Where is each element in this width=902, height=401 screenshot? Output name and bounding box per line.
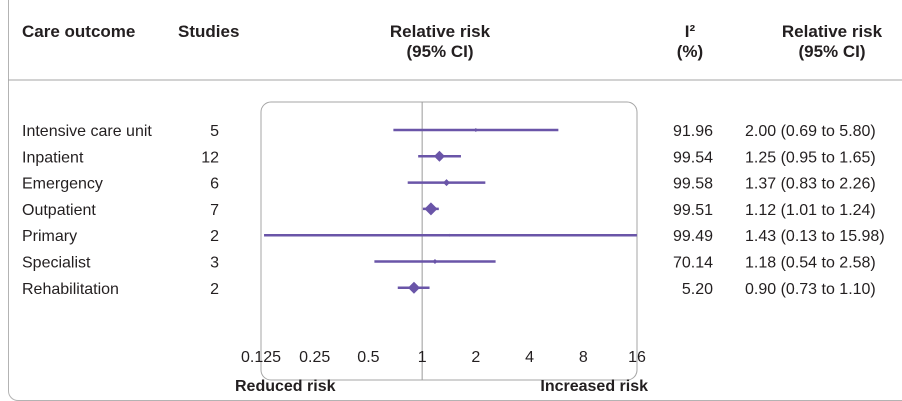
header-relative-risk-ci-column: Relative risk (95% CI)	[752, 22, 902, 62]
row-relative-risk-ci: 1.25 (0.95 to 1.65)	[745, 149, 876, 166]
point-estimate-diamond	[448, 233, 452, 237]
header-studies: Studies	[178, 22, 240, 41]
header-relative-risk-title: Relative risk	[389, 22, 491, 41]
x-axis-label-increased-risk: Increased risk	[540, 378, 648, 395]
point-estimate-diamond	[432, 259, 438, 264]
row-outcome-label: Intensive care unit	[22, 123, 152, 140]
row-i2-value: 5.20	[682, 281, 713, 298]
point-estimate-diamond	[433, 150, 445, 162]
row-outcome-label: Primary	[22, 228, 77, 245]
x-tick-label: 1	[418, 349, 427, 366]
row-i2-value: 99.58	[673, 176, 713, 193]
row-outcome-label: Outpatient	[22, 202, 96, 219]
point-estimate-diamond	[473, 128, 478, 132]
row-relative-risk-ci: 1.18 (0.54 to 2.58)	[745, 255, 876, 272]
point-estimate-diamond	[407, 281, 420, 294]
x-tick-label: 8	[579, 349, 588, 366]
row-studies-count: 3	[210, 255, 219, 272]
row-relative-risk-ci: 1.37 (0.83 to 2.26)	[745, 176, 876, 193]
row-studies-count: 5	[210, 123, 219, 140]
row-relative-risk-ci: 1.43 (0.13 to 15.98)	[745, 228, 885, 245]
row-outcome-label: Inpatient	[22, 149, 84, 166]
header-relative-risk-ci-title: Relative risk	[781, 22, 883, 41]
row-outcome-label: Emergency	[22, 176, 103, 193]
x-tick-label: 0.25	[299, 349, 330, 366]
header-relative-risk: Relative risk (95% CI)	[340, 22, 540, 62]
x-tick-label: 16	[628, 349, 646, 366]
header-i2-unit: (%)	[676, 42, 704, 61]
row-i2-value: 99.49	[673, 228, 713, 245]
row-i2-value: 99.54	[673, 149, 713, 166]
x-tick-label: 4	[525, 349, 534, 366]
row-studies-count: 2	[210, 281, 219, 298]
header-care-outcome: Care outcome	[22, 22, 136, 41]
row-relative-risk-ci: 2.00 (0.69 to 5.80)	[745, 123, 876, 140]
row-i2-value: 70.14	[673, 255, 713, 272]
header-i2-title: I²	[684, 22, 696, 41]
x-tick-label: 0.125	[241, 349, 281, 366]
x-tick-label: 0.5	[357, 349, 379, 366]
row-outcome-label: Specialist	[22, 255, 91, 272]
header-relative-risk-ci-subtitle: (95% CI)	[798, 42, 866, 61]
row-relative-risk-ci: 0.90 (0.73 to 1.10)	[745, 281, 876, 298]
point-estimate-diamond	[443, 179, 451, 187]
row-outcome-label: Rehabilitation	[22, 281, 119, 298]
row-relative-risk-ci: 1.12 (1.01 to 1.24)	[745, 202, 876, 219]
row-studies-count: 7	[210, 202, 219, 219]
x-tick-label: 2	[471, 349, 480, 366]
row-studies-count: 6	[210, 176, 219, 193]
point-estimate-diamond	[424, 202, 438, 216]
row-studies-count: 2	[210, 228, 219, 245]
row-i2-value: 99.51	[673, 202, 713, 219]
header-relative-risk-ci: (95% CI)	[406, 42, 474, 61]
row-studies-count: 12	[201, 149, 219, 166]
header-i2: I² (%)	[665, 22, 715, 62]
row-i2-value: 91.96	[673, 123, 713, 140]
x-axis-label-reduced-risk: Reduced risk	[235, 378, 336, 395]
plot-box	[260, 101, 638, 381]
